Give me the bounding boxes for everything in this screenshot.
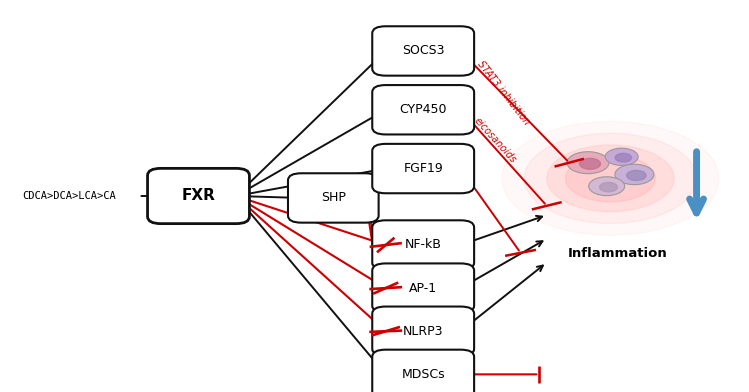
FancyBboxPatch shape [372, 85, 474, 134]
Circle shape [547, 145, 674, 212]
Circle shape [615, 153, 631, 162]
Circle shape [589, 177, 625, 196]
FancyBboxPatch shape [372, 263, 474, 313]
Text: NLRP3: NLRP3 [403, 325, 443, 338]
FancyBboxPatch shape [372, 307, 474, 356]
Text: FXR: FXR [181, 189, 216, 203]
Circle shape [627, 171, 646, 181]
Text: SOCS3: SOCS3 [402, 44, 444, 58]
FancyBboxPatch shape [372, 350, 474, 392]
Text: MDSCs: MDSCs [401, 368, 445, 381]
FancyBboxPatch shape [288, 173, 379, 223]
Text: SHP: SHP [321, 191, 346, 205]
Text: eicosanoids: eicosanoids [472, 116, 518, 165]
Text: NF-kB: NF-kB [404, 238, 442, 252]
Text: AP-1: AP-1 [409, 281, 437, 295]
Circle shape [524, 133, 697, 223]
Text: CYP450: CYP450 [399, 103, 447, 116]
Circle shape [567, 152, 609, 174]
Circle shape [502, 122, 719, 235]
FancyBboxPatch shape [148, 169, 249, 223]
Circle shape [580, 158, 601, 169]
FancyBboxPatch shape [372, 220, 474, 270]
Circle shape [599, 182, 617, 192]
Text: STAT3 inhibition: STAT3 inhibition [476, 59, 532, 127]
Text: FGF19: FGF19 [403, 162, 443, 175]
Circle shape [615, 164, 654, 185]
Circle shape [565, 155, 655, 202]
FancyBboxPatch shape [372, 26, 474, 76]
FancyBboxPatch shape [372, 144, 474, 193]
Text: Inflammation: Inflammation [568, 247, 668, 260]
Circle shape [605, 148, 638, 165]
Text: CDCA>DCA>LCA>CA: CDCA>DCA>LCA>CA [22, 191, 116, 201]
